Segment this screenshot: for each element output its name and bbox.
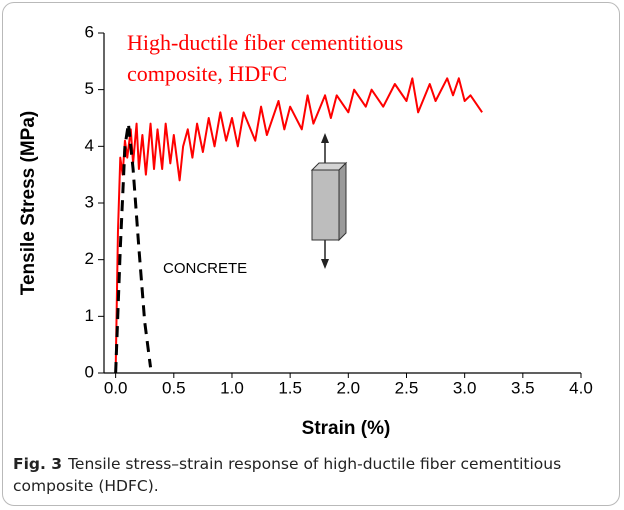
x-tick-label: 2.0 (336, 378, 360, 397)
x-axis-label: Strain (%) (302, 418, 391, 439)
specimen-icon (312, 133, 346, 269)
x-tick-label: 1.5 (278, 378, 302, 397)
y-tick-label: 1 (85, 306, 94, 325)
y-tick-label: 5 (85, 79, 94, 98)
caption-label: Fig. 3 (13, 455, 62, 473)
y-tick-label: 4 (85, 136, 94, 155)
y-axis-label: Tensile Stress (MPa) (18, 111, 39, 295)
annotation: composite, HDFC (127, 61, 287, 86)
figure: Tensile Stress (MPa) Strain (%) High-duc… (2, 2, 620, 506)
x-tick-label: 0.0 (104, 378, 128, 397)
x-tick-label: 0.5 (162, 378, 186, 397)
data-line (116, 78, 482, 373)
x-tick-label: 1.0 (220, 378, 244, 397)
y-tick-label: 0 (85, 362, 94, 381)
x-tick-label: 3.5 (511, 378, 535, 397)
x-tick-label: 4.0 (569, 378, 593, 397)
x-tick-label: 2.5 (395, 378, 419, 397)
y-tick-label: 3 (85, 192, 94, 211)
chart: Tensile Stress (MPa) Strain (%) High-duc… (3, 3, 619, 448)
x-tick-label: 3.0 (453, 378, 477, 397)
y-tick-label: 6 (85, 22, 94, 41)
annotation: High-ductile fiber cementitious (127, 30, 403, 55)
annotation: CONCRETE (163, 260, 247, 277)
y-tick-label: 2 (85, 249, 94, 268)
caption-text: Tensile stress–strain response of high-d… (13, 455, 561, 495)
